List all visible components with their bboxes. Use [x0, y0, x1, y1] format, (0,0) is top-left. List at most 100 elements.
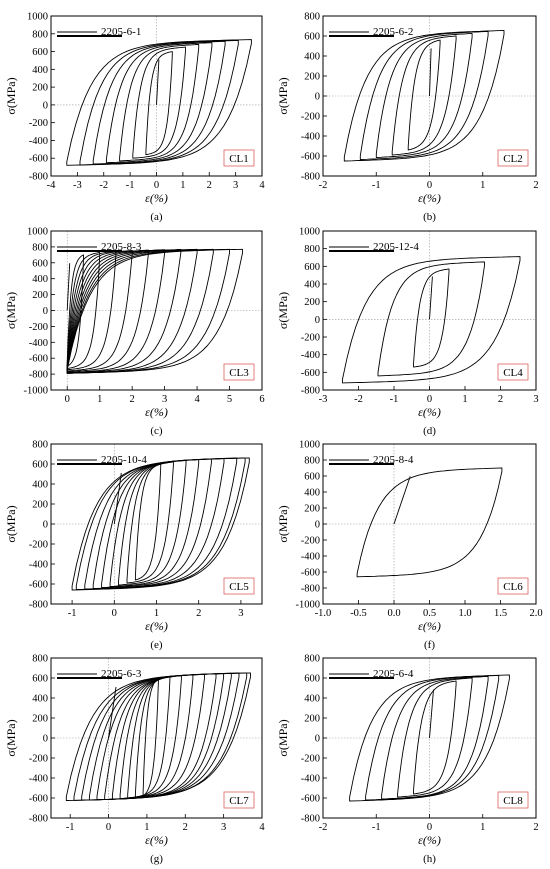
hysteresis-loop — [375, 33, 473, 158]
hysteresis-loop — [359, 31, 489, 160]
y-tick-label: -800 — [29, 814, 48, 825]
x-tick-label: 2 — [196, 608, 201, 619]
x-axis-label: ε(%) — [145, 833, 168, 847]
x-tick-label: 0.0 — [387, 608, 400, 619]
y-tick-label: -1000 — [24, 386, 49, 397]
y-tick-label: 400 — [32, 694, 48, 705]
x-axis-label: ε(%) — [418, 833, 441, 847]
y-tick-label: 200 — [32, 83, 48, 94]
x-tick-label: 1 — [154, 608, 159, 619]
hysteresis-loop — [66, 248, 230, 374]
x-tick-label: 1 — [480, 822, 485, 833]
hysteresis-loop — [66, 248, 243, 374]
y-tick-label: -800 — [301, 172, 320, 183]
panel-3: 0 1 2 3 4 5 6 -1000 -800 -600 -400 -200 0 200 400 600 80… — [4, 227, 265, 438]
y-tick-label: -1000 — [296, 600, 321, 611]
x-axis-label: ε(%) — [145, 191, 168, 205]
hysteresis-loop — [343, 30, 505, 162]
hysteresis-loop — [71, 457, 250, 591]
x-tick-label: 0 — [427, 822, 432, 833]
hysteresis-loop — [105, 42, 213, 164]
y-tick-label: -800 — [301, 386, 320, 397]
hysteresis-loop — [391, 35, 457, 156]
y-tick-label: -400 — [29, 560, 48, 571]
hysteresis-loop — [65, 672, 251, 801]
y-tick-label: 600 — [304, 32, 320, 43]
y-tick-label: 1000 — [299, 440, 320, 451]
y-tick-label: -600 — [29, 580, 48, 591]
legend-label: 2205-6-4 — [373, 668, 414, 680]
y-tick-label: 600 — [32, 674, 48, 685]
hysteresis-loop — [413, 268, 450, 368]
y-tick-label: -400 — [29, 136, 48, 147]
specimen-tag-box — [497, 577, 529, 595]
y-tick-label: 0 — [43, 520, 48, 531]
y-tick-label: 200 — [304, 714, 320, 725]
hysteresis-loop — [73, 672, 248, 801]
x-tick-label: -1 — [126, 180, 135, 191]
y-tick-label: 400 — [32, 65, 48, 76]
hysteresis-loops — [356, 467, 503, 578]
hysteresis-loop — [81, 672, 240, 801]
y-tick-label: 200 — [304, 297, 320, 308]
legend-label: 2205-6-1 — [101, 26, 141, 38]
y-tick-label: 1000 — [27, 227, 48, 238]
x-tick-label: -1 — [68, 608, 77, 619]
y-tick-label: 600 — [32, 47, 48, 58]
hysteresis-loops — [66, 248, 243, 374]
hysteresis-loop — [126, 461, 174, 584]
hysteresis-loop — [397, 677, 473, 798]
x-tick-label: -3 — [319, 394, 328, 405]
y-tick-label: 400 — [32, 274, 48, 285]
x-tick-label: 0 — [106, 822, 111, 833]
hysteresis-loop — [66, 249, 166, 373]
y-tick-label: -600 — [29, 154, 48, 165]
y-tick-label: 0 — [43, 306, 48, 317]
y-axis-label: σ(MPa) — [4, 719, 18, 756]
hysteresis-loops — [349, 674, 510, 802]
legend-label: 2205-10-4 — [101, 454, 147, 466]
y-tick-label: -200 — [301, 333, 320, 344]
y-tick-label: -800 — [29, 600, 48, 611]
x-tick-label: 0 — [65, 394, 70, 405]
hysteresis-loop — [96, 673, 225, 801]
hysteresis-loop — [145, 51, 173, 156]
legend-label: 2205-12-4 — [373, 241, 419, 253]
x-tick-label: -1.0 — [315, 608, 332, 619]
y-tick-label: -800 — [301, 814, 320, 825]
hysteresis-loop — [119, 43, 200, 162]
specimen-tag: CL1 — [229, 153, 249, 165]
y-tick-label: -400 — [301, 132, 320, 143]
x-tick-label: 2 — [207, 180, 212, 191]
specimen-tag: CL3 — [229, 367, 249, 379]
y-tick-label: -400 — [301, 552, 320, 563]
y-tick-label: 600 — [304, 472, 320, 483]
y-tick-label: 200 — [32, 714, 48, 725]
panel-7: -1 0 1 2 3 4 -800 -600 -400 -200 0 200 400 600 800 ε(%)… — [4, 654, 265, 866]
x-axis-label: ε(%) — [418, 405, 441, 419]
x-tick-label: -2 — [99, 180, 108, 191]
x-tick-label: 6 — [259, 394, 264, 405]
panel-label: (b) — [423, 211, 436, 223]
y-tick-label: 0 — [315, 92, 320, 103]
x-tick-label: -1 — [66, 822, 75, 833]
legend-label: 2205-8-3 — [101, 241, 142, 253]
x-tick-label: 2 — [533, 180, 538, 191]
hysteresis-loops — [65, 672, 251, 801]
initial-loading-branch — [113, 472, 122, 525]
x-tick-label: 3 — [238, 608, 243, 619]
y-tick-label: 0 — [315, 315, 320, 326]
y-tick-label: -400 — [29, 774, 48, 785]
hysteresis-loop — [132, 46, 186, 159]
x-tick-label: -2 — [319, 180, 328, 191]
initial-loading-branch — [429, 689, 434, 739]
x-tick-label: 5 — [227, 394, 232, 405]
y-tick-label: 400 — [304, 488, 320, 499]
y-tick-label: 200 — [32, 290, 48, 301]
x-tick-label: 0 — [427, 394, 432, 405]
panel-2: -2 -1 0 1 2 -800 -600 -400 -200 0 200 400 600 800 ε(%)… — [276, 12, 539, 224]
y-tick-label: 600 — [304, 262, 320, 273]
panel-label: (c) — [150, 425, 163, 437]
panel-label: (g) — [150, 853, 163, 865]
